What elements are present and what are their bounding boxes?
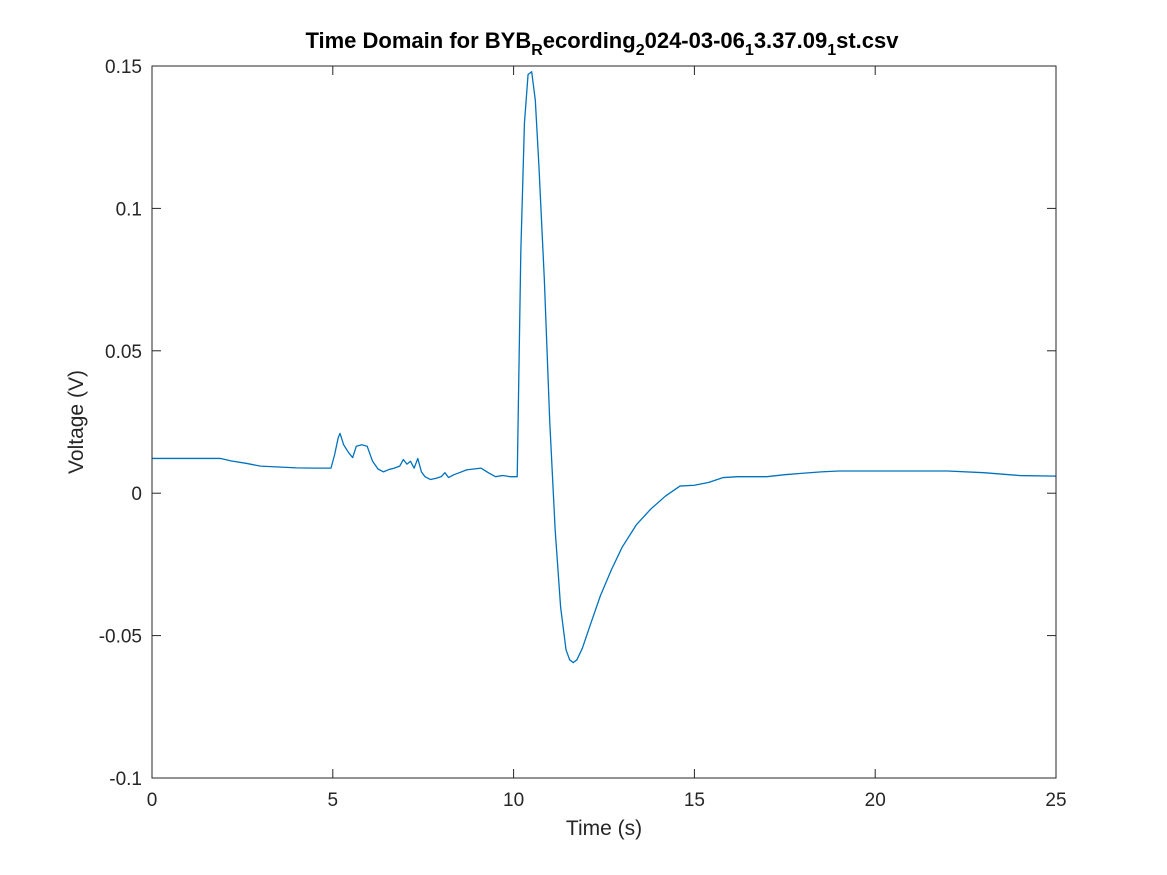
y-tick-label: -0.05: [99, 627, 142, 648]
y-tick-label: 0.1: [116, 199, 142, 220]
title-part: 3.37.09: [754, 28, 827, 53]
y-tick-label: -0.1: [109, 769, 142, 790]
axis-ticks: 0 5 10 15 20 25 -0.1 -0.05 0 0.05 0.1 0.15: [99, 57, 1067, 811]
y-tick-label: 0.15: [105, 57, 142, 78]
voltage-series-line: [152, 71, 1057, 664]
x-tick-label: 5: [328, 790, 339, 811]
x-tick-label: 15: [684, 790, 705, 811]
y-tick-label: 0: [131, 484, 142, 505]
y-axis-label: Voltage (V): [65, 370, 88, 474]
title-part: 1: [827, 42, 836, 59]
title-part: R: [531, 42, 543, 59]
axes-box: [151, 65, 1057, 779]
x-axis-label: Time (s): [566, 817, 642, 840]
chart-title: Time Domain for BYBRecording2024-03-0613…: [305, 28, 899, 59]
axes-background: [152, 66, 1056, 778]
title-part: 1: [745, 42, 754, 59]
title-part: 2: [636, 42, 645, 59]
x-tick-label: 0: [147, 790, 158, 811]
y-tick-label: 0.05: [105, 342, 142, 363]
title-part: ecording: [543, 28, 636, 53]
x-tick-label: 25: [1045, 790, 1066, 811]
title-part: Time Domain for BYB: [305, 28, 531, 53]
title-part: st.csv: [836, 28, 899, 53]
x-tick-label: 10: [503, 790, 524, 811]
x-tick-label: 20: [865, 790, 886, 811]
title-part: 024-03-06: [645, 28, 745, 53]
plot-area: 0 5 10 15 20 25 -0.1 -0.05 0 0.05 0.1 0.15: [99, 57, 1067, 811]
